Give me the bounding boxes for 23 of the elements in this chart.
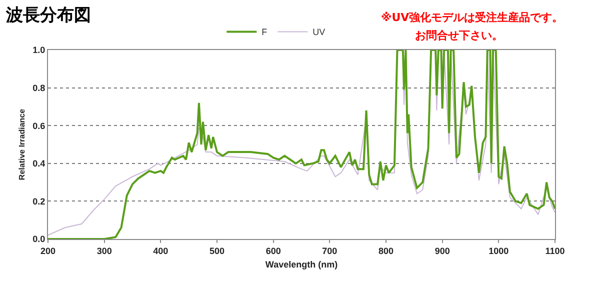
legend-label: F (262, 27, 268, 38)
y-tick-label: 0.8 (32, 82, 46, 93)
x-tick-label: 1100 (545, 246, 565, 256)
x-tick-label: 500 (209, 246, 225, 256)
text: ※UV強化モデルは受注生産品です。 (381, 11, 564, 24)
legend-label: UV (312, 27, 326, 38)
y-tick-label: 0.4 (32, 158, 46, 169)
x-tick-label: 600 (266, 246, 281, 256)
y-tick-label: 0.2 (32, 196, 46, 206)
y-tick-label: 0.0 (32, 234, 46, 244)
y-tick-label: 1.0 (32, 45, 46, 56)
x-tick-label: 700 (322, 246, 338, 256)
x-tick-label: 200 (40, 246, 56, 256)
x-tick-label: 800 (378, 246, 394, 256)
x-tick-label: 900 (434, 246, 450, 256)
x-axis-title: Wavelength (nm) (265, 260, 338, 270)
y-axis-title: Relative Irradiance (17, 108, 26, 180)
x-tick-label: 400 (153, 246, 168, 256)
x-tick-label: 300 (96, 246, 112, 256)
y-tick-label: 0.6 (32, 120, 46, 131)
text: お問合せ下さい。 (415, 29, 503, 42)
x-tick-label: 1000 (488, 246, 509, 256)
chart-title: 波長分布図 (5, 6, 91, 26)
